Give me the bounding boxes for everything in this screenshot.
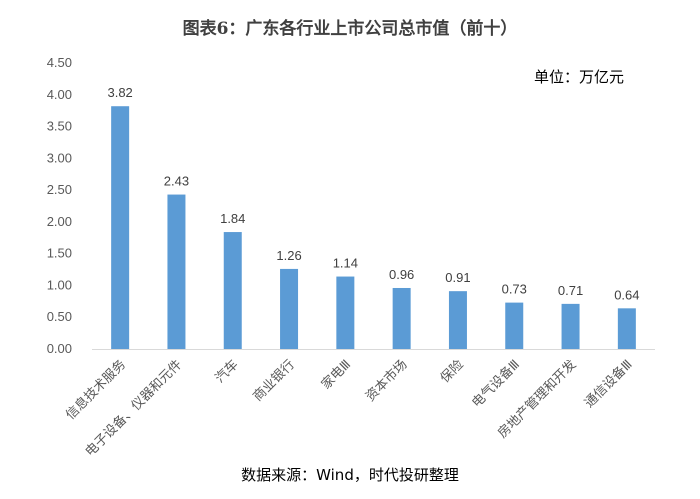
y-tick-label: 3.50 [47, 119, 72, 134]
category-label: 汽车 [212, 357, 242, 387]
bar-value-label: 0.96 [389, 267, 414, 282]
y-tick-label: 2.00 [47, 214, 72, 229]
bar [111, 106, 130, 350]
bar [561, 303, 580, 349]
bar-value-label: 0.64 [614, 287, 639, 302]
category-label: 商业银行 [250, 357, 297, 404]
bar-value-label: 1.14 [333, 256, 358, 271]
bar-value-label: 2.43 [164, 174, 189, 189]
bar-value-label: 0.71 [558, 283, 583, 298]
bar [617, 308, 636, 349]
bar-value-label: 1.84 [220, 211, 245, 226]
bar [223, 232, 242, 349]
y-tick-label: 0.50 [47, 309, 72, 324]
y-tick-label: 4.50 [47, 55, 72, 70]
bar [336, 276, 355, 349]
bar-value-label: 0.91 [445, 270, 470, 285]
y-tick-label: 1.00 [47, 277, 72, 292]
bar [167, 194, 186, 349]
unit-label: 单位：万亿元 [534, 68, 625, 86]
y-tick-label: 2.50 [47, 182, 72, 197]
y-tick-label: 1.50 [47, 246, 72, 261]
category-label: 资本市场 [362, 357, 410, 405]
bars-group [111, 106, 636, 350]
category-label: 电子设备、仪器和元件 [82, 357, 185, 460]
data-labels-group: 3.82 2.43 1.84 1.26 1.14 0.96 0.91 0.73 0.71 0.64 [107, 85, 639, 302]
bar [448, 291, 467, 349]
bar [505, 302, 524, 349]
category-label: 家电Ⅲ [318, 357, 354, 393]
bar-chart: 0.00 0.50 1.00 1.50 2.00 2.50 3.00 3.50 4.00 4.50… [47, 55, 655, 460]
category-label: 保险 [438, 357, 467, 386]
category-label: 电气设备Ⅲ [469, 357, 523, 411]
source-note: 数据来源：Wind，时代投研整理 [241, 466, 459, 484]
bar-value-label: 0.73 [502, 282, 527, 297]
y-tick-label: 3.00 [47, 150, 72, 165]
bar [392, 287, 411, 349]
bar-value-label: 3.82 [107, 85, 132, 100]
y-tick-label: 0.00 [47, 341, 72, 356]
category-label: 通信设备Ⅲ [581, 357, 635, 411]
bar-value-label: 1.26 [276, 248, 301, 263]
y-tick-label: 4.00 [47, 87, 72, 102]
y-axis-ticks: 0.00 0.50 1.00 1.50 2.00 2.50 3.00 3.50 4.00 4.50 [47, 55, 72, 356]
chart-title: 图表6：广东各行业上市公司总市值（前十） [182, 19, 518, 39]
bar [280, 268, 299, 349]
